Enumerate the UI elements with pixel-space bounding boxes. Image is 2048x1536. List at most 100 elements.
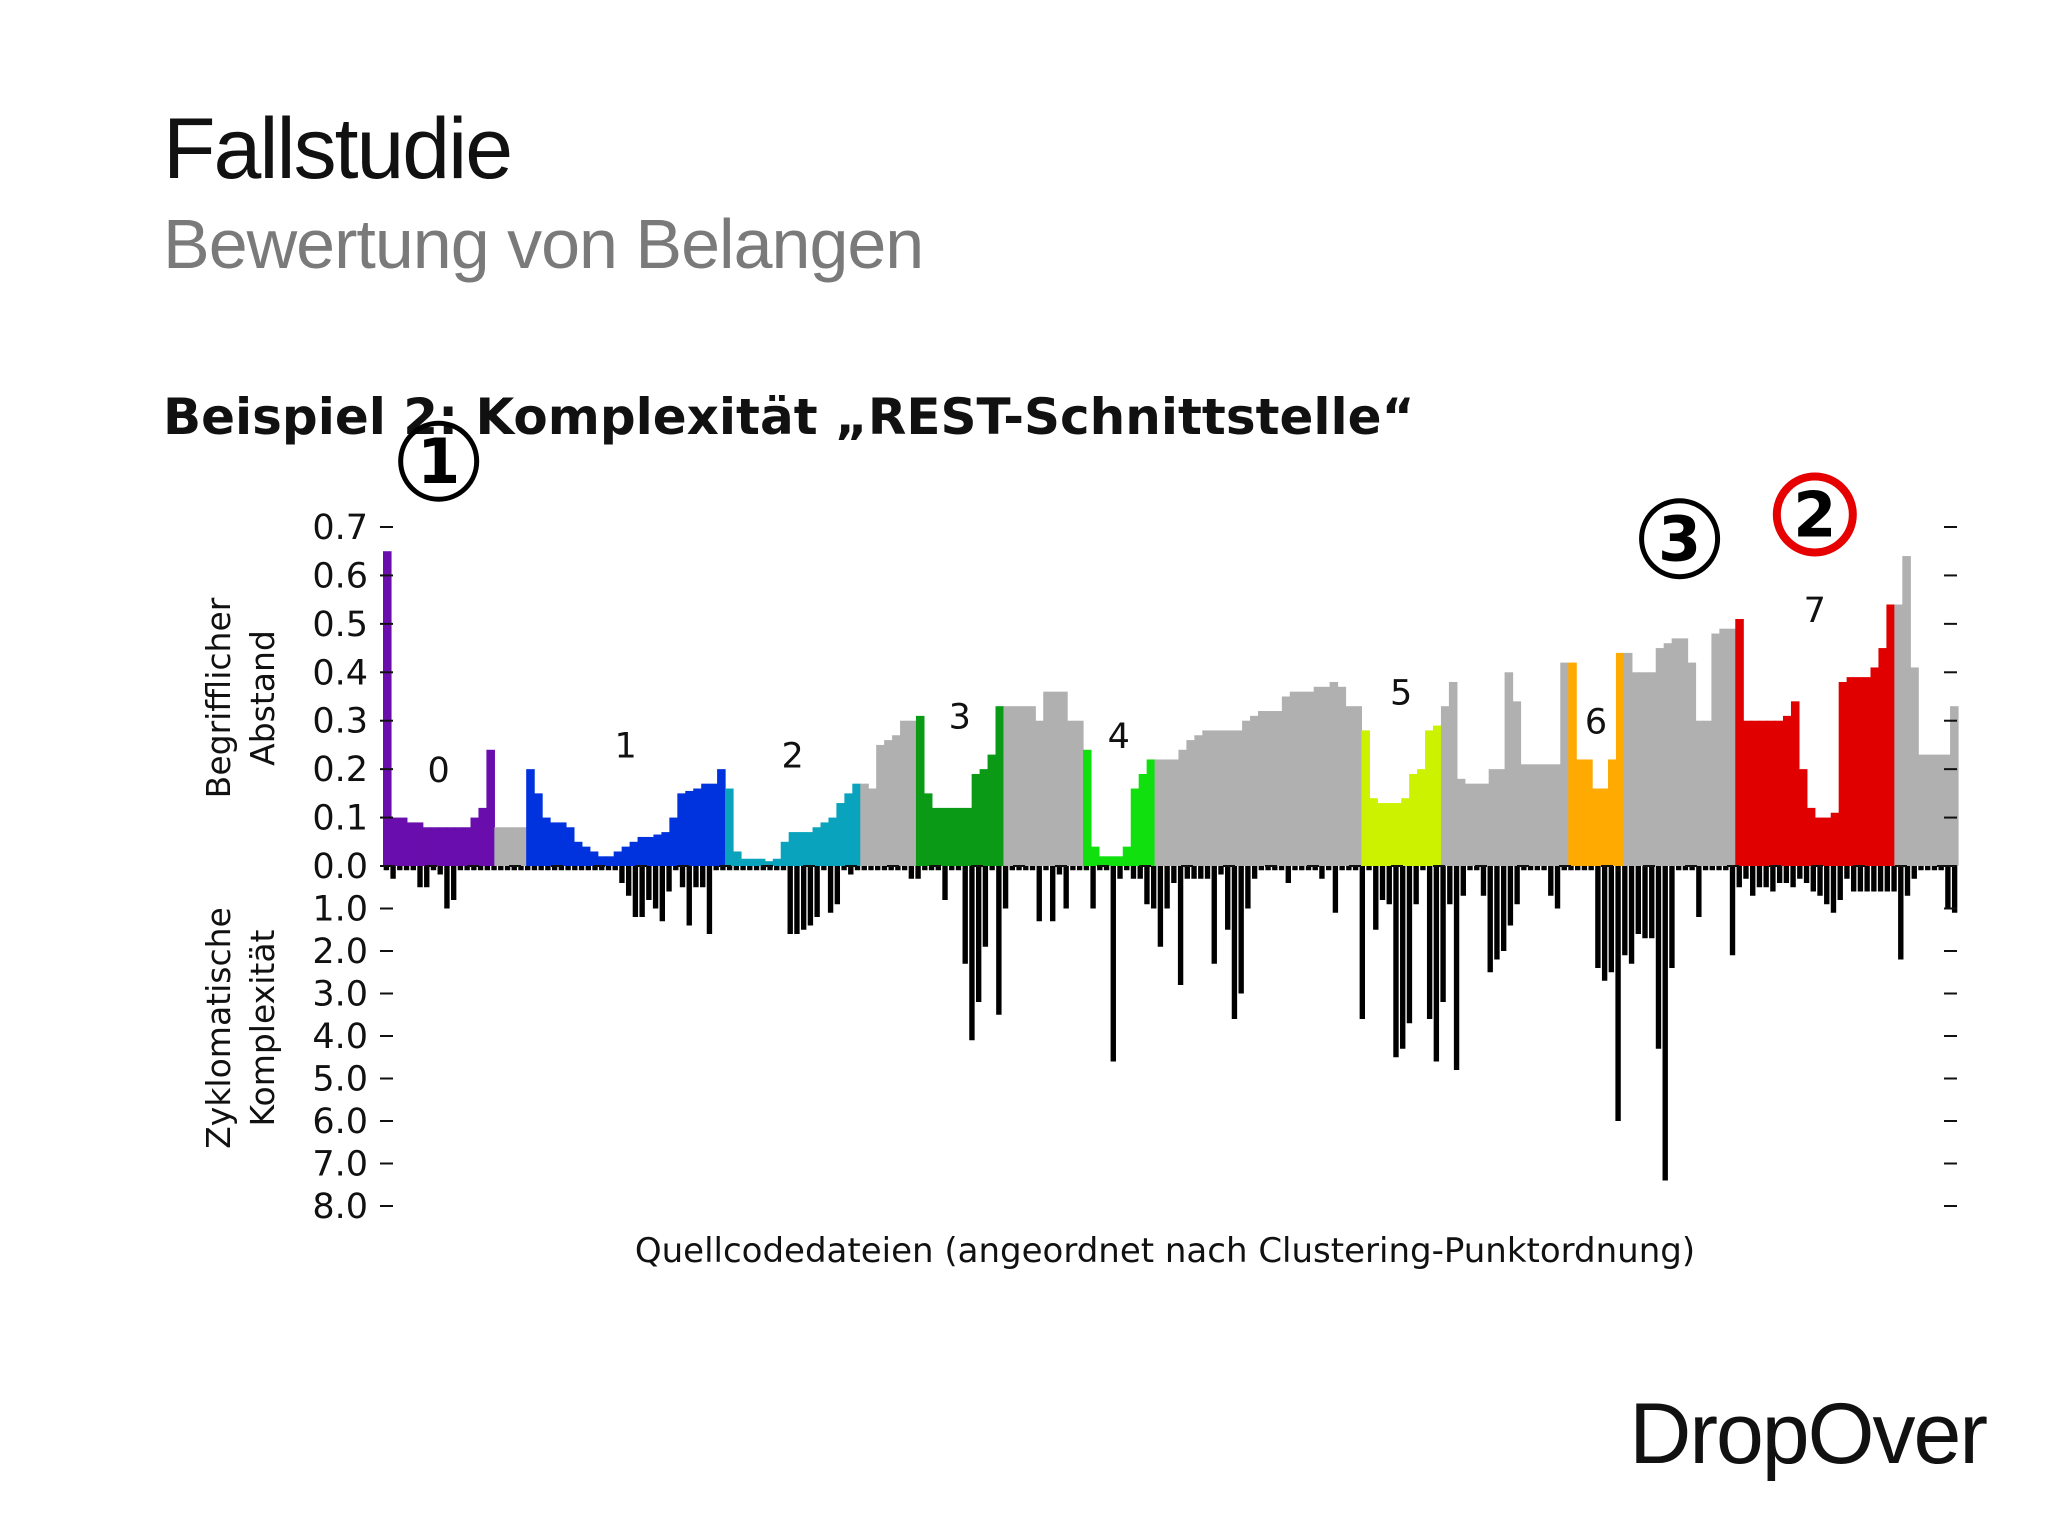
cluster-label-2: 2 [782, 736, 804, 776]
bottom-ylabel-line2: Komplexität [243, 929, 282, 1126]
distance-bar-s13-7 [1790, 701, 1800, 866]
distance-bar-s5-3 [939, 807, 949, 866]
distance-bar-s8-15 [1273, 711, 1283, 866]
distance-bar-s8-22 [1329, 681, 1339, 866]
complexity-bar-221 [1871, 866, 1877, 892]
complexity-bar-213 [1817, 866, 1823, 896]
complexity-bar-27 [565, 866, 571, 871]
distance-bar-s11-1 [1576, 759, 1585, 866]
complexity-bar-186 [1635, 866, 1641, 934]
distance-bar-s6-8 [1067, 720, 1076, 866]
distance-bar-s2-6 [573, 841, 583, 866]
complexity-bar-82 [935, 866, 941, 871]
complexity-bar-49 [713, 866, 719, 871]
distance-bar-s13-19 [1886, 604, 1895, 866]
complexity-bar-45 [686, 866, 692, 926]
complexity-bar-206 [1770, 866, 1776, 892]
distance-bar-s0-3 [406, 822, 416, 866]
complexity-bar-222 [1877, 866, 1884, 892]
distance-bar-s3-4 [756, 858, 766, 866]
complexity-bar-109 [1117, 866, 1123, 879]
distance-bar-s11-4 [1600, 788, 1609, 866]
distance-bar-s5-8 [979, 769, 989, 866]
bottom-ytick-label-4: 5.0 [312, 1060, 368, 1100]
complexity-bar-196 [1702, 866, 1709, 871]
complexity-bar-73 [875, 866, 881, 871]
distance-bar-s9-8 [1425, 730, 1434, 866]
distance-bar-s0-11 [470, 817, 480, 866]
distance-bar-s2-18 [669, 817, 678, 866]
distance-bar-s8-20 [1313, 686, 1323, 866]
complexity-bar-125 [1225, 866, 1231, 930]
complexity-bar-64 [814, 866, 820, 917]
complexity-bar-18 [504, 866, 511, 871]
complexity-bar-177 [1575, 866, 1581, 871]
complexity-bar-198 [1716, 866, 1722, 871]
complexity-bar-146 [1366, 866, 1372, 871]
complexity-bar-23 [538, 866, 544, 871]
distance-bar-s12-5 [1663, 643, 1673, 866]
cluster-label-5: 5 [1390, 673, 1412, 713]
bottom-ylabel-line1: Zyklomatische [199, 907, 238, 1149]
complexity-bar-123 [1211, 866, 1217, 964]
complexity-bar-77 [901, 866, 908, 871]
cluster-label-7: 7 [1804, 591, 1826, 631]
complexity-bar-39 [646, 866, 652, 900]
complexity-bar-162 [1474, 866, 1480, 871]
complexity-bar-60 [787, 866, 793, 934]
cluster-label-6: 6 [1585, 702, 1607, 742]
distance-bar-s12-12 [1719, 628, 1728, 866]
complexity-bar-118 [1177, 866, 1184, 985]
complexity-bar-31 [592, 866, 598, 871]
distance-bar-s10-14 [1552, 764, 1561, 866]
distance-bar-s0-8 [446, 827, 456, 866]
distance-bar-s8-0 [1154, 759, 1164, 866]
distance-bar-s7-2 [1098, 856, 1108, 866]
top-ytick-label-0: 0.7 [312, 508, 368, 548]
distance-bar-s2-1 [534, 793, 543, 866]
complexity-bar-34 [612, 866, 618, 871]
complexity-bar-104 [1083, 866, 1090, 871]
distance-bar-s11-5 [1608, 759, 1617, 866]
axes: 0.70.60.50.40.30.20.10.01.02.03.04.05.06… [312, 508, 1958, 1227]
cluster-label-1: 1 [614, 727, 636, 767]
distance-bar-s12-10 [1703, 720, 1712, 866]
complexity-bar-128 [1245, 866, 1251, 909]
complexity-bar-157 [1440, 866, 1446, 1002]
top-ylabel-line1: Begrifflicher [199, 597, 238, 798]
complexity-bar-40 [652, 866, 659, 909]
distance-bar-s0-10 [462, 827, 472, 866]
distance-bar-s8-16 [1281, 696, 1291, 866]
complexity-bar-21 [525, 866, 531, 871]
complexity-bar-152 [1406, 866, 1413, 1024]
complexity-bar-99 [1050, 866, 1056, 922]
distance-bar-s14-0 [1894, 604, 1903, 866]
distance-bar-s2-16 [653, 834, 662, 866]
complexity-bar-97 [1036, 866, 1042, 922]
complexity-bar-52 [733, 866, 740, 871]
complexity-bar-212 [1810, 866, 1816, 892]
complexity-bar-154 [1420, 866, 1426, 871]
distance-bar-s13-14 [1846, 677, 1856, 866]
distance-bar-s10-2 [1456, 778, 1466, 866]
distance-bar-s3-14 [836, 803, 845, 866]
complexity-bar-134 [1285, 866, 1291, 883]
distance-bar-s3-13 [828, 817, 837, 866]
bottom-ytick-label-6: 7.0 [312, 1145, 368, 1185]
distance-bar-s8-10 [1234, 730, 1243, 866]
complexity-bar-227 [1911, 866, 1917, 879]
distance-bar-s2-14 [637, 836, 647, 866]
complexity-bar-24 [545, 866, 551, 871]
complexity-bar-145 [1359, 866, 1366, 1019]
complexity-bar-78 [908, 866, 915, 879]
distance-bar-s2-23 [709, 783, 718, 866]
cluster-label-4: 4 [1108, 717, 1130, 757]
distance-bar-s9-3 [1385, 803, 1394, 866]
complexity-bar-150 [1393, 866, 1399, 1058]
distance-bar-s5-9 [987, 754, 997, 866]
distance-bar-s13-4 [1767, 720, 1776, 866]
distance-bar-s1-3 [518, 827, 527, 866]
distance-bar-s2-24 [717, 769, 726, 866]
slide-subtitle: Bewertung von Belangen [163, 205, 924, 283]
